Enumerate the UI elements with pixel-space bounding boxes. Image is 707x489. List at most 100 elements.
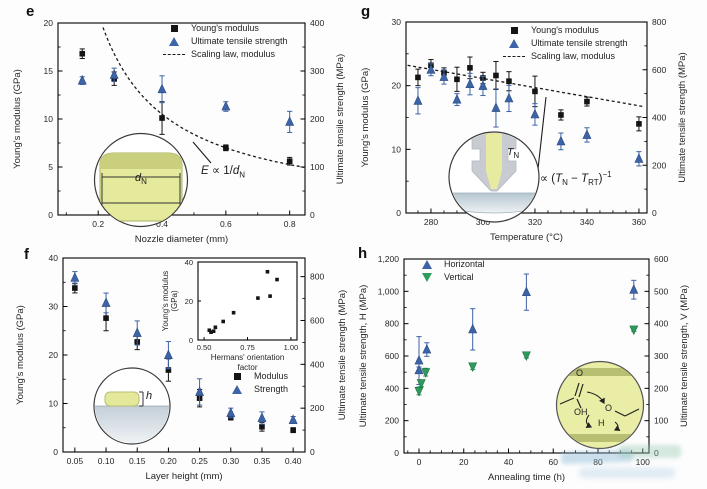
- triangle-up-marker-icon: [422, 259, 432, 269]
- svg-text:1.00: 1.00: [284, 343, 299, 352]
- svg-text:0: 0: [417, 457, 422, 467]
- svg-text:200: 200: [654, 383, 668, 393]
- triangle-up-marker-icon: [509, 38, 519, 48]
- svg-text:0.35: 0.35: [254, 456, 271, 466]
- svg-text:40: 40: [185, 258, 193, 267]
- layer-height-label: h: [146, 390, 153, 402]
- svg-text:0.05: 0.05: [67, 456, 84, 466]
- hydroxyl-group-label: OH: [574, 407, 588, 417]
- svg-text:40: 40: [49, 253, 59, 263]
- legend-label: Strength: [254, 384, 289, 394]
- legend-label: Horizontal: [444, 259, 485, 269]
- dashed-line-icon: [163, 53, 185, 55]
- svg-text:0: 0: [310, 447, 315, 457]
- chemistry-inset-diagram: O OH O H: [555, 360, 645, 450]
- panel-letter-h: h: [358, 245, 368, 262]
- annotation-scaling-e: E ∝ 1/dN: [201, 165, 246, 180]
- svg-text:0: 0: [652, 208, 657, 218]
- svg-text:30: 30: [49, 302, 59, 312]
- svg-text:800: 800: [310, 272, 324, 282]
- chart-layer-height: 0.05 0.10 0.15 0.20 0.25 0.30 0.35 0.40 0 10 20 30 4…: [15, 253, 348, 482]
- panel-letter-g: g: [361, 3, 371, 20]
- svg-text:5: 5: [48, 162, 53, 172]
- annotation-scaling-g: E ∝ (TN − TRT)−1: [529, 170, 612, 188]
- svg-text:100: 100: [636, 457, 650, 467]
- svg-text:40: 40: [504, 457, 514, 467]
- svg-text:Ultimate tensile strength (MPa: Ultimate tensile strength (MPa): [337, 290, 348, 420]
- svg-text:1,000: 1,000: [378, 286, 400, 296]
- svg-text:Ultimate tensile strength (MPa: Ultimate tensile strength (MPa): [335, 54, 346, 184]
- legend-item: Young's modulus: [163, 23, 288, 33]
- legend-label: Modulus: [254, 371, 289, 381]
- legend-item: Modulus: [226, 371, 288, 381]
- svg-text:0.6: 0.6: [220, 219, 232, 229]
- chart-hermans-orientation-inset: 0.50 0.75 1.00 0 20 40 Young's modulus (GPa) Her…: [161, 258, 299, 372]
- svg-text:10: 10: [392, 144, 402, 154]
- layer-height-inset-diagram: [93, 367, 171, 445]
- svg-text:0: 0: [394, 448, 399, 458]
- legend-f: Modulus Strength: [226, 371, 288, 394]
- square-marker-icon: [170, 24, 178, 32]
- svg-text:600: 600: [385, 351, 399, 361]
- svg-text:100: 100: [654, 416, 668, 426]
- legend-label: Young's modulus: [531, 25, 599, 35]
- svg-text:360: 360: [632, 217, 646, 227]
- svg-text:600: 600: [654, 254, 668, 264]
- dashed-line-icon: [503, 55, 525, 57]
- svg-text:800: 800: [385, 319, 399, 329]
- svg-text:(GPa): (GPa): [170, 290, 179, 312]
- ester-oxygen-label: O: [605, 403, 613, 413]
- svg-text:0.20: 0.20: [160, 456, 177, 466]
- svg-text:Layer height (mm): Layer height (mm): [145, 471, 222, 482]
- hydrogen-atom-label: H: [598, 418, 605, 428]
- svg-text:10: 10: [44, 114, 54, 124]
- svg-text:400: 400: [385, 383, 399, 393]
- nozzle-diameter-label: dN: [135, 172, 147, 187]
- oxygen-atom-label: O: [576, 368, 584, 378]
- legend-item: Vertical: [416, 272, 485, 282]
- svg-text:400: 400: [652, 113, 666, 123]
- legend-item: Scaling law, modulus: [503, 51, 628, 61]
- svg-text:20: 20: [185, 297, 193, 306]
- svg-text:400: 400: [310, 18, 324, 28]
- svg-text:Hermans' orientation: Hermans' orientation: [211, 353, 285, 362]
- svg-text:Ultimate tensile strength, V (: Ultimate tensile strength, V (MPa): [679, 285, 690, 427]
- legend-h: Horizontal Vertical: [416, 259, 485, 282]
- svg-text:0.30: 0.30: [223, 456, 240, 466]
- svg-text:30: 30: [392, 17, 402, 27]
- legend-label: Ultimate tensile strength: [191, 36, 288, 46]
- svg-text:0: 0: [189, 336, 193, 345]
- svg-text:Nozzle diameter (mm): Nozzle diameter (mm): [135, 234, 228, 245]
- svg-text:400: 400: [310, 359, 324, 369]
- svg-text:0.50: 0.50: [197, 343, 212, 352]
- svg-text:100: 100: [310, 162, 324, 172]
- triangle-up-marker-icon: [169, 36, 179, 46]
- svg-text:340: 340: [580, 217, 594, 227]
- square-marker-icon: [510, 26, 518, 34]
- nozzle-diameter-inset-diagram: [93, 132, 189, 228]
- svg-text:300: 300: [310, 66, 324, 76]
- svg-text:0.75: 0.75: [240, 343, 255, 352]
- svg-text:0.15: 0.15: [129, 456, 146, 466]
- svg-text:500: 500: [654, 286, 668, 296]
- svg-text:20: 20: [44, 18, 54, 28]
- chemistry-inset-art: [555, 360, 645, 450]
- svg-text:0: 0: [654, 448, 659, 458]
- svg-text:0.40: 0.40: [285, 456, 302, 466]
- legend-label: Vertical: [444, 272, 474, 282]
- svg-text:20: 20: [459, 457, 469, 467]
- legend-item: Horizontal: [416, 259, 485, 269]
- panel-letter-f: f: [24, 246, 29, 263]
- nozzle-temperature-inset-diagram: [448, 131, 540, 223]
- svg-text:Young's modulus (GPa): Young's modulus (GPa): [12, 69, 23, 169]
- legend-item: Young's modulus: [503, 25, 628, 35]
- svg-text:1,200: 1,200: [378, 254, 400, 264]
- svg-text:80: 80: [593, 457, 603, 467]
- nozzle-temperature-label: TN: [507, 146, 520, 161]
- panel-f: 0.05 0.10 0.15 0.20 0.25 0.30 0.35 0.40 0 10 20 30 4…: [0, 245, 354, 489]
- panel-h: 0 20 40 60 80 100 0 200 400 600 800 1,000 1,200 0 100 2…: [354, 245, 707, 489]
- triangle-down-marker-icon: [422, 272, 432, 282]
- svg-text:200: 200: [310, 403, 324, 413]
- legend-e: Young's modulus Ultimate tensile strengt…: [163, 23, 288, 59]
